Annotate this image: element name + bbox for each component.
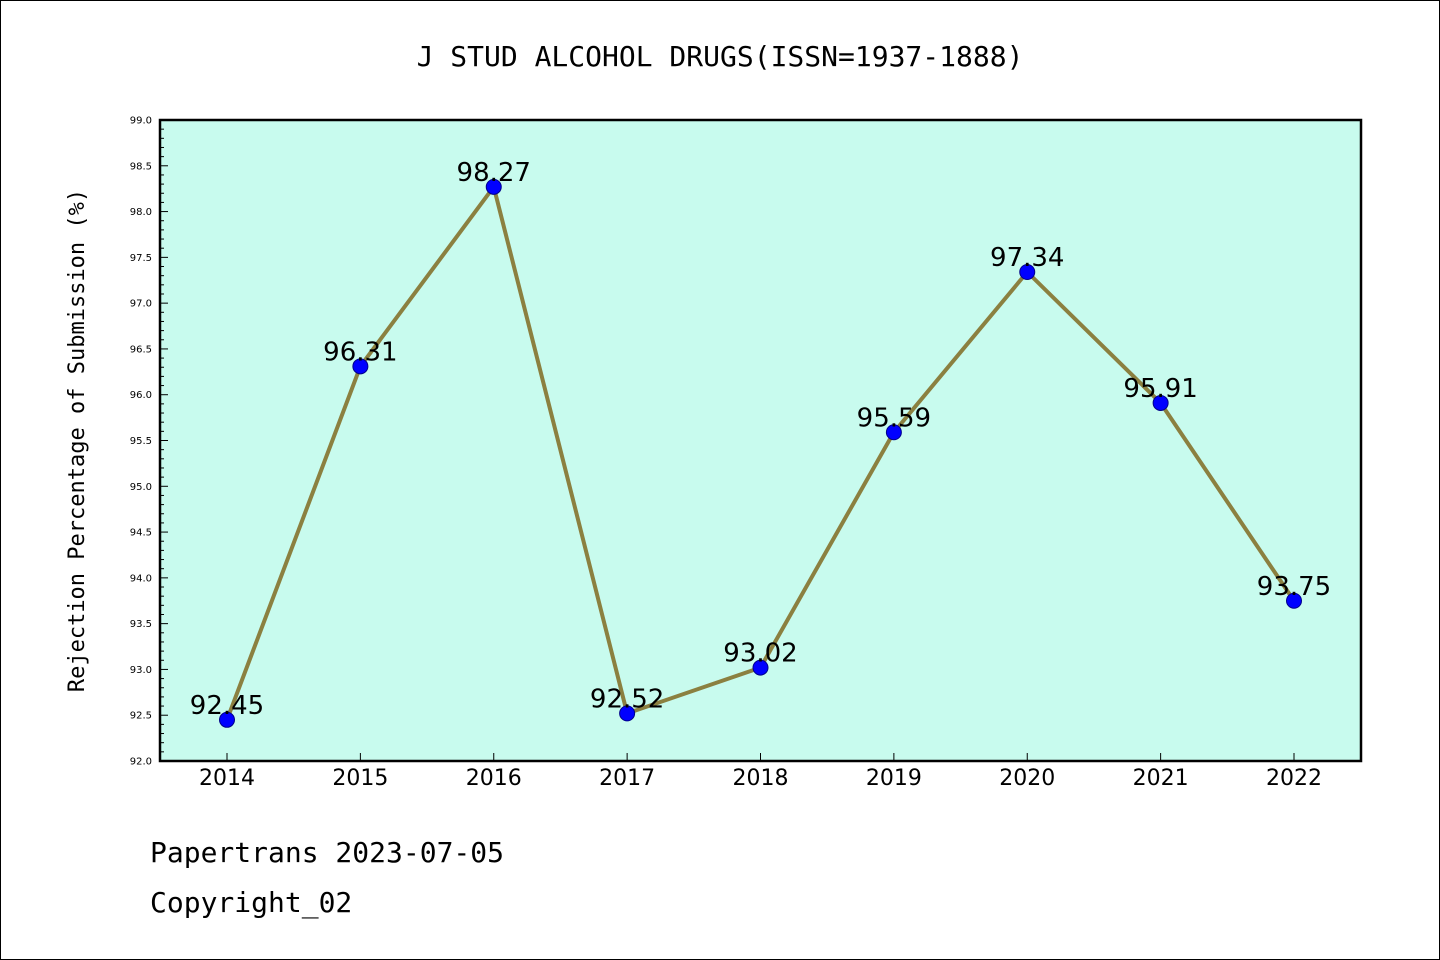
y-tick-label: 98.5 (130, 161, 152, 172)
x-tick-label: 2021 (1133, 766, 1189, 791)
series-layer: 92.45 96.31 98.27 92.52 93.02 95.59 97.34 95.91… (190, 158, 1331, 728)
x-tick-label: 2015 (332, 766, 388, 791)
footer-date-text: Papertrans 2023-07-05 (150, 836, 505, 869)
y-tick-label: 92.0 (130, 757, 152, 768)
y-tick-label: 94.5 (130, 528, 152, 539)
y-tick-label: 95.0 (130, 482, 152, 493)
y-tick-label: 95.5 (130, 436, 152, 447)
x-axis: 2014 2015 2016 2017 2018 2019 2020 2021 2022 (199, 753, 1322, 791)
plot-area (160, 120, 1361, 761)
data-point (1286, 592, 1302, 609)
y-tick-label: 92.5 (130, 711, 152, 722)
data-label: 97.34 (990, 243, 1064, 273)
data-point (1152, 394, 1169, 411)
y-tick-label: 96.0 (130, 390, 152, 401)
data-point (219, 711, 235, 728)
data-label: 95.91 (1123, 374, 1197, 404)
y-tick-label: 94.0 (130, 573, 152, 584)
x-tick-label: 2019 (866, 766, 922, 791)
y-tick-label: 99.0 (130, 116, 152, 127)
data-point (352, 358, 369, 375)
x-tick-label: 2017 (599, 766, 655, 791)
footer-copyright-text: Copyright_02 (150, 886, 353, 919)
data-point (619, 705, 636, 722)
y-tick-label: 93.0 (130, 665, 152, 676)
data-label: 92.52 (590, 684, 664, 714)
x-tick-label: 2020 (999, 766, 1055, 791)
data-label: 98.27 (457, 158, 531, 188)
data-label: 93.02 (723, 639, 797, 669)
x-tick-label: 2018 (733, 766, 789, 791)
y-tick-label: 98.0 (130, 207, 152, 218)
x-tick-label: 2016 (466, 766, 522, 791)
data-label: 92.45 (190, 691, 264, 721)
data-point (752, 659, 769, 676)
data-label: 93.75 (1257, 572, 1331, 602)
x-tick-label: 2014 (199, 766, 255, 791)
data-point (1019, 264, 1036, 281)
x-tick-label: 2022 (1266, 766, 1322, 791)
data-point (485, 178, 502, 195)
chart-title: J STUD ALCOHOL DRUGS(ISSN=1937-1888) (417, 40, 1024, 73)
y-tick-label: 97.0 (130, 299, 152, 310)
data-point (885, 424, 902, 441)
data-label: 95.59 (857, 403, 931, 433)
y-tick-label: 96.5 (130, 344, 152, 355)
y-tick-label: 97.5 (130, 253, 152, 264)
y-axis-label: Rejection Percentage of Submission (%) (65, 189, 90, 692)
plot-border (158, 118, 1363, 763)
data-label: 96.31 (323, 337, 397, 367)
y-tick-label: 93.5 (130, 619, 152, 630)
